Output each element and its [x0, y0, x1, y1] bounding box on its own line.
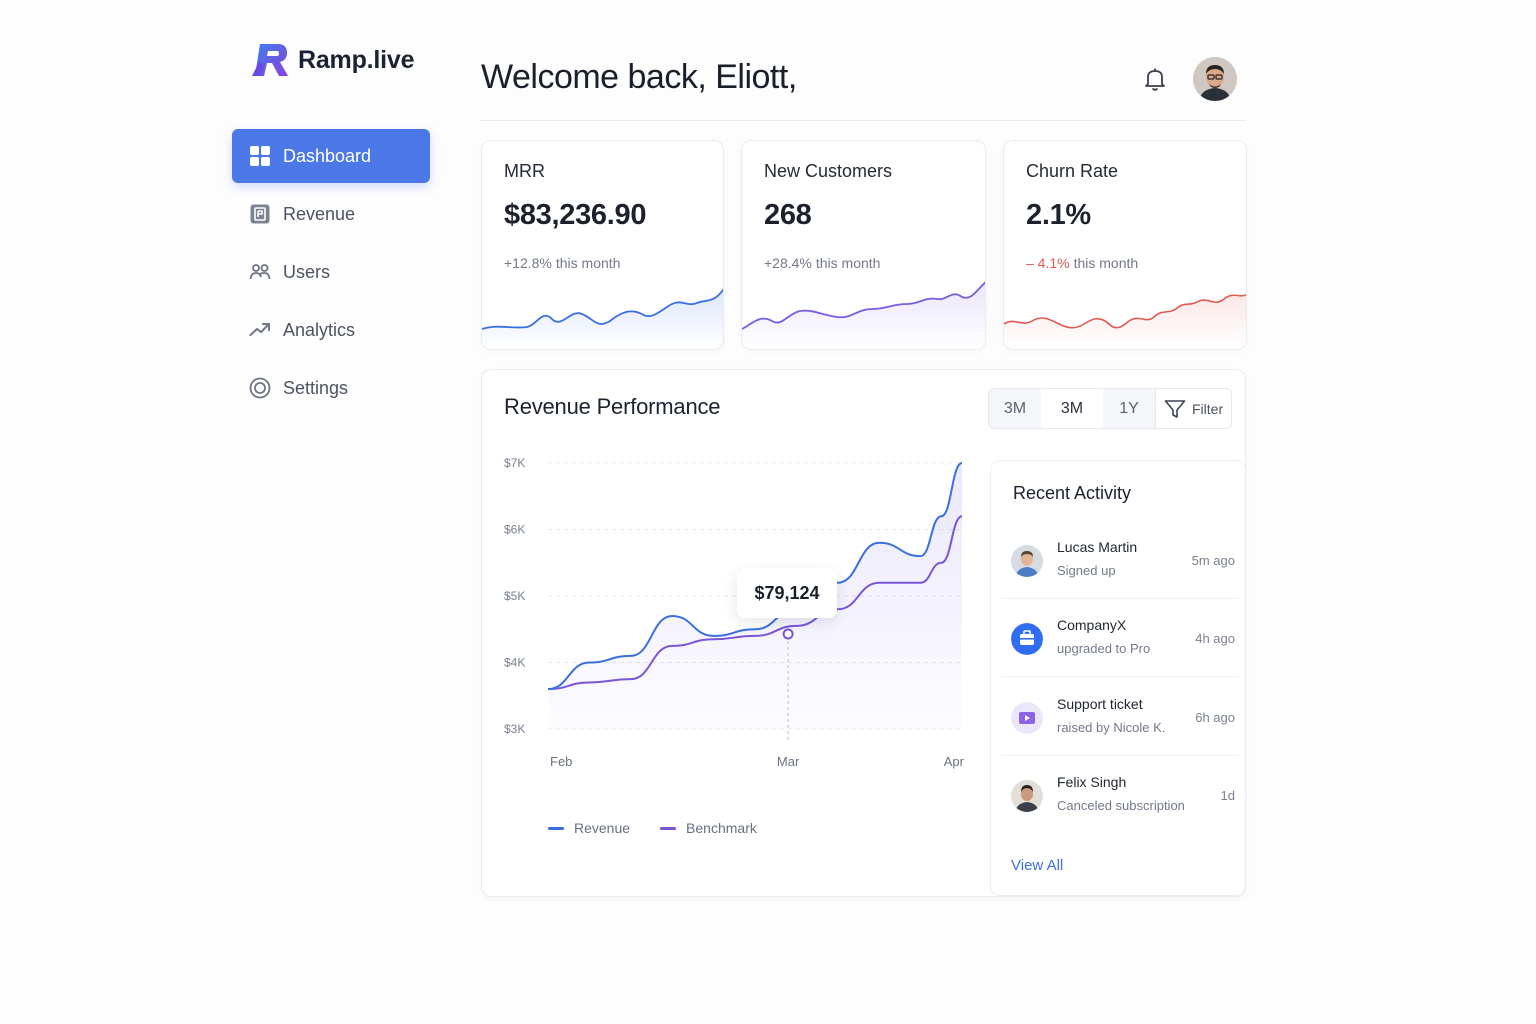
kpi-value: $83,236.90 [504, 199, 647, 231]
brand-logo[interactable]: Ramp.live [250, 42, 415, 78]
activity-item[interactable]: Felix Singh Canceled subscription 1d [1001, 756, 1239, 834]
kpi-card-churn-rate[interactable]: Churn Rate 2.1% – 4.1% this month [1003, 140, 1247, 350]
view-all-link[interactable]: View All [1011, 857, 1064, 874]
ramp-logo-icon [252, 44, 288, 76]
person-avatar [1011, 780, 1043, 812]
legend-label: Revenue [574, 820, 631, 836]
range-option-3m[interactable]: 3M [1003, 399, 1027, 417]
mrr-sparkline [482, 288, 723, 349]
kpi-change: +28.4% this month [764, 255, 880, 271]
sidebar-item-settings[interactable]: Settings [232, 361, 430, 415]
users-icon [249, 261, 271, 283]
sidebar-item-label: Settings [283, 377, 349, 398]
customers-sparkline [742, 281, 985, 349]
ticket-icon [1011, 702, 1043, 734]
user-avatar[interactable] [1193, 57, 1237, 101]
activity-subtitle: Canceled subscription [1057, 798, 1185, 813]
sidebar-item-label: Revenue [283, 203, 356, 224]
recent-activity-panel: Recent Activity Lucas Martin Signed up 5… [990, 460, 1245, 896]
churn-sparkline [1004, 293, 1246, 349]
y-tick-label: $6K [504, 523, 525, 537]
kpi-label: Churn Rate [1026, 161, 1119, 181]
x-tick-label: Apr [944, 754, 965, 769]
activity-subtitle: raised by Nicole K. [1057, 720, 1166, 735]
legend-swatch [548, 826, 564, 830]
trend-up-icon [249, 319, 271, 341]
receipt-icon [249, 203, 271, 225]
person-avatar [1011, 545, 1043, 577]
header-divider [481, 120, 1246, 121]
sidebar-nav: Dashboard Revenue Users Analytics Settin… [232, 129, 430, 419]
kpi-change-period: this month [815, 255, 881, 271]
kpi-change-value: +28.4% [764, 255, 812, 271]
y-tick-label: $4K [504, 656, 525, 670]
activity-title: Recent Activity [1013, 483, 1132, 503]
activity-time: 5m ago [1191, 553, 1235, 568]
kpi-label: MRR [504, 161, 545, 181]
sidebar-item-label: Analytics [283, 319, 356, 340]
activity-subtitle: Signed up [1057, 563, 1116, 578]
range-selector: 3M 3M 1Y Filter [988, 388, 1233, 429]
kpi-change-period: this month [1073, 255, 1139, 271]
filter-icon [1164, 399, 1186, 418]
sidebar-item-label: Dashboard [283, 145, 372, 166]
range-option-1y[interactable]: 1Y [1119, 399, 1139, 417]
avatar-photo [1193, 57, 1237, 101]
sidebar-item-label: Users [283, 261, 331, 282]
kpi-label: New Customers [764, 161, 893, 181]
activity-name: CompanyX [1057, 617, 1127, 633]
kpi-change-value: – 4.1% [1026, 255, 1070, 271]
x-tick-label: Feb [550, 754, 572, 769]
highlight-point [782, 628, 794, 640]
legend-item-benchmark[interactable]: Benchmark [660, 820, 757, 836]
activity-time: 4h ago [1195, 631, 1235, 646]
filter-button[interactable]: Filter [1155, 389, 1232, 428]
revenue-performance-card: Revenue Performance 3M 3M 1Y Filter $3K $… [481, 369, 1246, 897]
series-line-benchmark [547, 515, 963, 691]
notifications-button[interactable] [1142, 66, 1168, 92]
bell-icon [1145, 68, 1165, 91]
activity-time: 6h ago [1195, 710, 1235, 725]
activity-time: 1d [1220, 788, 1235, 803]
section-title: Revenue Performance [504, 394, 721, 419]
kpi-change: – 4.1% this month [1026, 255, 1138, 271]
chart-legend: Revenue Benchmark [548, 820, 757, 836]
kpi-change-value: +12.8% [504, 255, 552, 271]
kpi-value: 268 [764, 199, 812, 231]
sidebar-item-dashboard[interactable]: Dashboard [232, 129, 430, 183]
revenue-chart-svg: $3K $4K $5K $6K $7K Feb Mar Apr [504, 456, 965, 769]
filter-label: Filter [1192, 400, 1224, 417]
sidebar-item-users[interactable]: Users [232, 245, 430, 299]
sidebar-item-revenue[interactable]: Revenue [232, 187, 430, 241]
legend-item-revenue[interactable]: Revenue [548, 820, 630, 836]
x-tick-label: Mar [777, 754, 800, 769]
activity-item[interactable]: Lucas Martin Signed up 5m ago [1001, 521, 1239, 599]
range-option-3m-selected[interactable]: 3M [1041, 389, 1103, 428]
y-tick-label: $5K [504, 589, 525, 603]
activity-name: Felix Singh [1057, 774, 1127, 790]
legend-label: Benchmark [686, 820, 757, 836]
activity-subtitle: upgraded to Pro [1057, 641, 1151, 656]
legend-swatch [660, 826, 677, 830]
y-tick-label: $7K [504, 456, 525, 470]
activity-item[interactable]: Support ticket raised by Nicole K. 6h ag… [1001, 678, 1239, 756]
kpi-card-new-customers[interactable]: New Customers 268 +28.4% this month [741, 140, 986, 350]
grid-icon [249, 145, 271, 167]
activity-name: Support ticket [1057, 696, 1143, 712]
chart-tooltip: $79,124 [737, 568, 837, 618]
page-title: Welcome back, Eliott, [481, 58, 797, 96]
brand-name: Ramp.live [298, 45, 415, 74]
company-icon [1011, 623, 1043, 655]
revenue-chart: $3K $4K $5K $6K $7K Feb Mar Apr [482, 440, 982, 840]
activity-name: Lucas Martin [1057, 539, 1138, 555]
sidebar-item-analytics[interactable]: Analytics [232, 303, 430, 357]
activity-item[interactable]: CompanyX upgraded to Pro 4h ago [1001, 599, 1239, 677]
kpi-change-period: this month [555, 255, 621, 271]
y-tick-label: $3K [504, 722, 525, 736]
kpi-card-mrr[interactable]: MRR $83,236.90 +12.8% this month [481, 140, 724, 350]
kpi-value: 2.1% [1026, 199, 1091, 231]
settings-icon [249, 377, 271, 399]
kpi-change: +12.8% this month [504, 255, 620, 271]
